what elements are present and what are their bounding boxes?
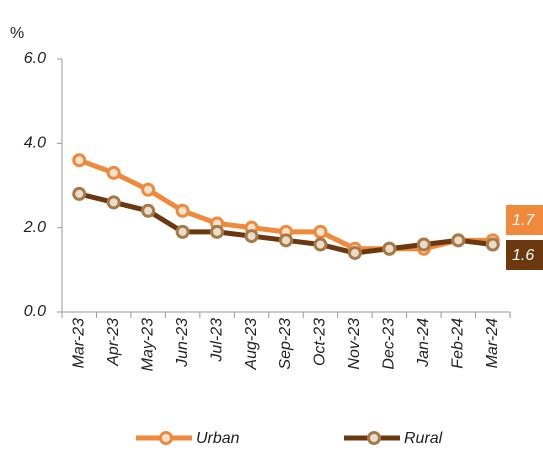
x-tick-label: Sep-23 bbox=[277, 318, 294, 370]
x-tick-label: Feb-24 bbox=[450, 318, 467, 369]
marker bbox=[347, 245, 362, 260]
end-label: 1.6 bbox=[512, 247, 534, 264]
marker bbox=[313, 224, 328, 239]
y-tick-label: 2.0 bbox=[23, 219, 46, 236]
y-unit: % bbox=[10, 25, 24, 42]
marker bbox=[72, 186, 87, 201]
x-tick-label: Apr-23 bbox=[105, 318, 122, 367]
end-label-box bbox=[506, 205, 543, 235]
x-tick-label: Mar-23 bbox=[70, 318, 87, 368]
marker bbox=[382, 241, 397, 256]
end-label-box bbox=[506, 240, 543, 270]
y-tick-label: 0.0 bbox=[24, 303, 46, 320]
legend-item: Urban bbox=[136, 430, 240, 447]
marker bbox=[72, 153, 87, 168]
x-tick-label: Aug-23 bbox=[243, 318, 260, 371]
marker bbox=[451, 233, 466, 248]
marker bbox=[106, 195, 121, 210]
end-label: 1.7 bbox=[512, 212, 535, 229]
legend-item: Rural bbox=[344, 430, 443, 447]
x-tick-label: May-23 bbox=[139, 318, 156, 371]
marker bbox=[175, 203, 190, 218]
marker bbox=[210, 224, 225, 239]
x-tick-label: Nov-23 bbox=[346, 318, 363, 370]
marker bbox=[313, 237, 328, 252]
marker bbox=[279, 233, 293, 248]
legend-label: Rural bbox=[404, 430, 443, 447]
legend-label: Urban bbox=[196, 430, 240, 447]
marker bbox=[416, 237, 431, 252]
legend-marker bbox=[367, 431, 381, 445]
y-tick-label: 4.0 bbox=[24, 135, 46, 152]
marker bbox=[141, 182, 156, 197]
x-tick-label: Mar-24 bbox=[484, 318, 501, 368]
x-tick-label: Oct-23 bbox=[312, 318, 329, 366]
x-tick-label: Jun-23 bbox=[174, 318, 191, 368]
marker bbox=[175, 224, 190, 239]
marker bbox=[244, 229, 259, 244]
marker bbox=[106, 165, 121, 180]
legend-marker bbox=[159, 431, 173, 445]
marker bbox=[141, 203, 156, 218]
x-tick-label: Jul-23 bbox=[208, 318, 225, 363]
x-tick-label: Jan-24 bbox=[415, 318, 432, 368]
x-tick-label: Dec-23 bbox=[381, 318, 398, 370]
y-tick-label: 6.0 bbox=[24, 50, 46, 67]
marker bbox=[485, 237, 500, 252]
